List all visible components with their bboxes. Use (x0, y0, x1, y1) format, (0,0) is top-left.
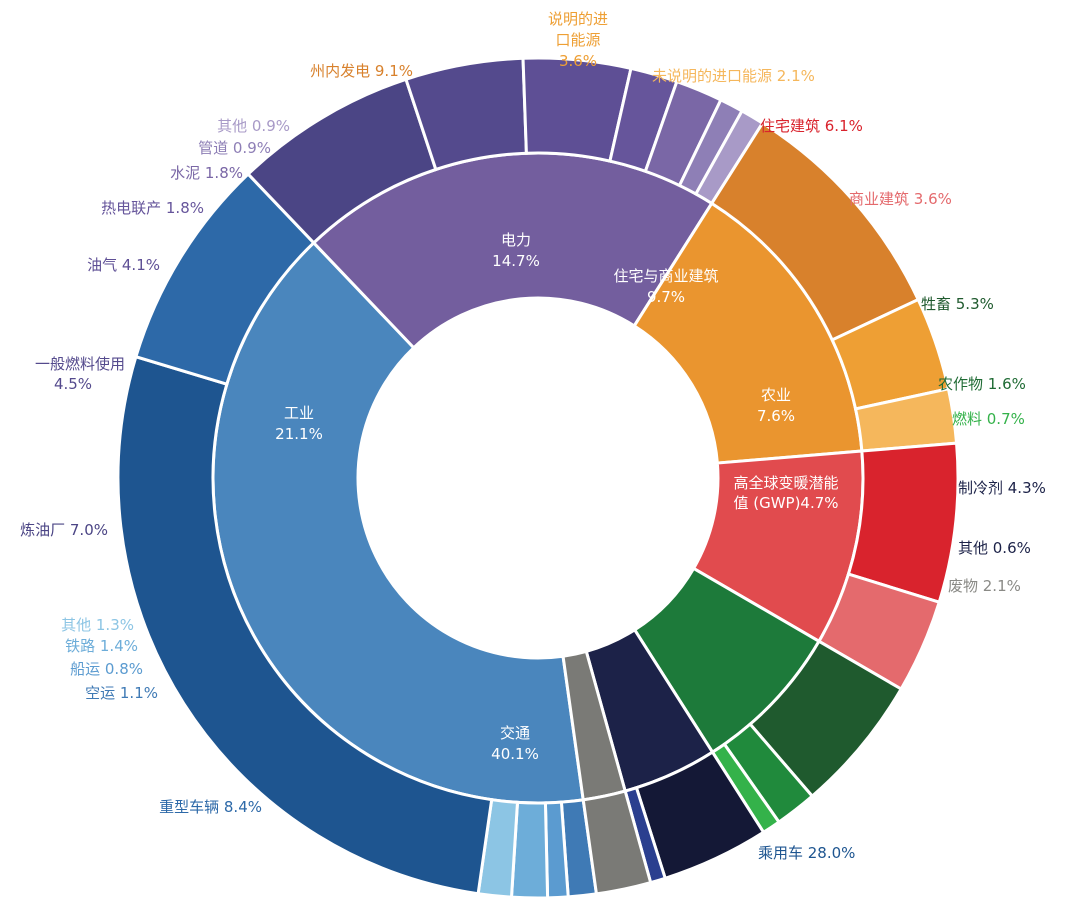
inner-label-buildings: 住宅与商业建筑 (613, 267, 718, 285)
outer-label-waste_child: 废物 2.1% (948, 577, 1021, 595)
inner-label-industry: 工业 (284, 404, 314, 422)
outer-label-aviation: 空运 1.1% (85, 684, 158, 702)
inner-value-agriculture: 7.6% (757, 407, 795, 425)
outer-label-cogeneration: 热电联产 1.8% (101, 199, 204, 217)
outer-label-refinery: 炼油厂 7.0% (20, 521, 108, 539)
outer-label-crops: 农作物 1.6% (938, 375, 1026, 393)
outer-label-pipeline: 管道 0.9% (198, 139, 271, 157)
outer-slice-passenger_cars (116, 354, 494, 896)
outer-ring (116, 56, 960, 900)
outer-label-heavy_vehicles: 重型车辆 8.4% (159, 798, 262, 816)
outer-slice-waste_child (581, 789, 653, 896)
inner-label-agriculture: 农业 (761, 386, 791, 404)
outer-label-refrigerant: 制冷剂 4.3% (958, 479, 1046, 497)
outer-label-ag_fuel: 燃料 0.7% (952, 410, 1025, 428)
outer-label-general_fuel: 一般燃料使用 (35, 355, 125, 373)
outer-label-specified_import-line2: 口能源 (555, 31, 600, 49)
inner-value-transport: 40.1% (491, 745, 539, 763)
outer-label-livestock: 牲畜 5.3% (921, 295, 994, 313)
inner-label-electricity: 电力 (501, 231, 531, 249)
outer-label-in_state: 州内发电 9.1% (310, 62, 413, 80)
outer-label-other_transport: 其他 1.3% (61, 616, 134, 634)
inner-value-buildings: 9.7% (647, 288, 685, 306)
outer-label-other_gwp: 其他 0.6% (958, 539, 1031, 557)
outer-label-rail: 铁路 1.4% (65, 637, 138, 655)
inner-labels: 交通 40.1% 工业 21.1% 电力 14.7% 住宅与商业建筑 9.7% 农业 7.6% 高全… (275, 231, 838, 763)
outer-label-commercial: 商业建筑 3.6% (849, 190, 952, 208)
outer-value-general_fuel: 4.5% (54, 375, 92, 393)
inner-label-high_gwp-line2: 值 (GWP)4.7% (733, 494, 838, 512)
outer-label-passenger_cars: 乘用车 28.0% (758, 844, 855, 862)
outer-label-shipping: 船运 0.8% (70, 660, 143, 678)
outer-label-residential: 住宅建筑 6.1% (760, 117, 863, 135)
inner-value-electricity: 14.7% (492, 252, 540, 270)
outer-label-unspecified_import: 未说明的进口能源 2.1% (652, 67, 815, 85)
outer-labels: 空运 1.1% 船运 0.8% 铁路 1.4% 其他 1.3% 乘用车 28.0% 重型车… (20, 10, 1046, 862)
outer-label-specified_import-line1: 说明的进 (548, 10, 608, 28)
outer-label-cement: 水泥 1.8% (170, 164, 243, 182)
inner-label-high_gwp-line1: 高全球变暖潜能 (733, 474, 838, 492)
inner-label-transport: 交通 (500, 724, 530, 742)
inner-value-industry: 21.1% (275, 425, 323, 443)
outer-label-other_industry: 其他 0.9% (217, 117, 290, 135)
outer-value-specified_import: 3.6% (559, 52, 597, 70)
outer-label-oil_gas: 油气 4.1% (87, 256, 160, 274)
